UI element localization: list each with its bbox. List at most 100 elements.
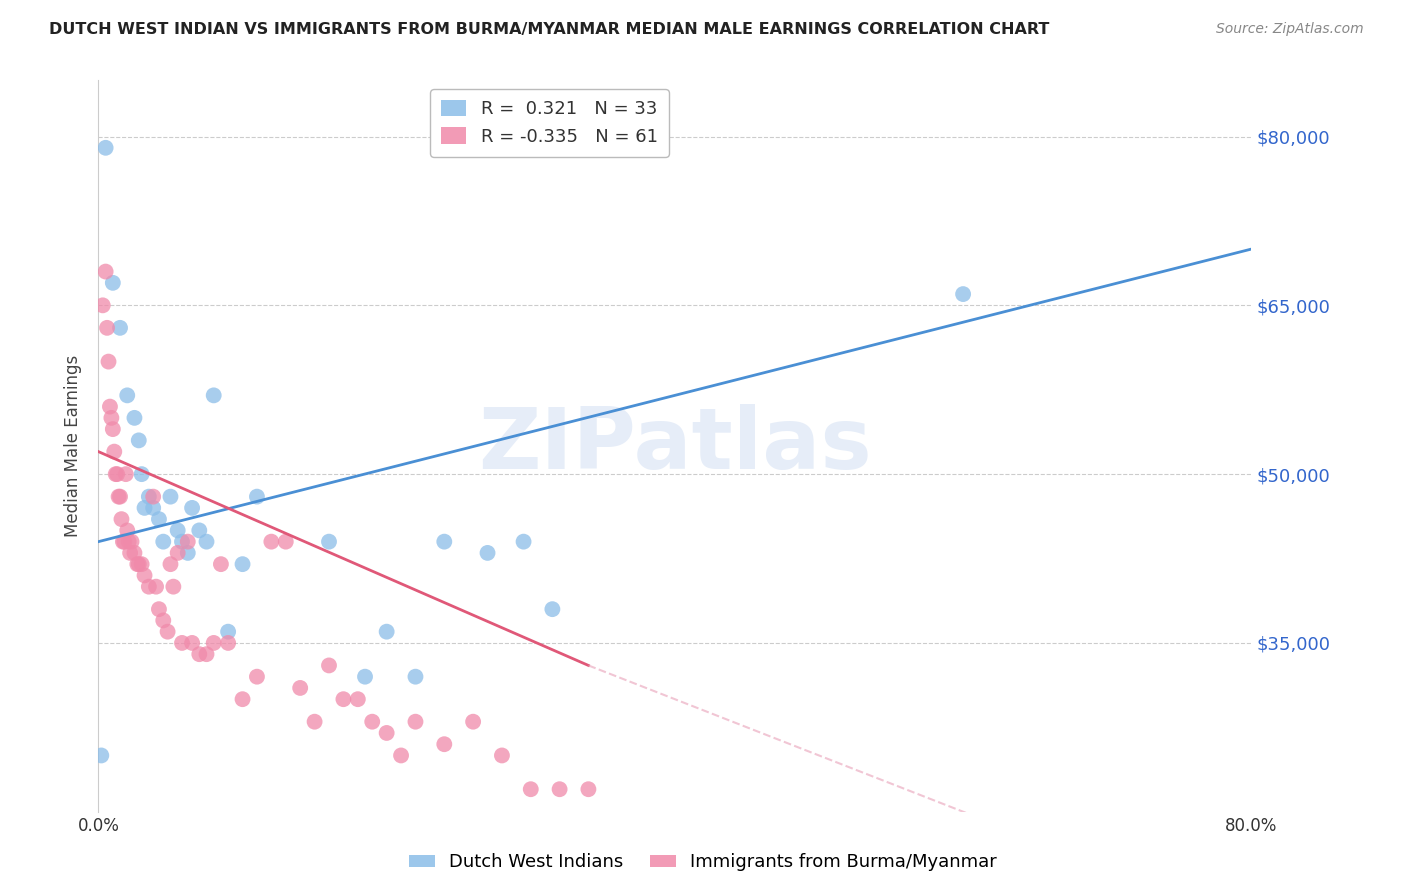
Point xyxy=(127,557,149,571)
Point xyxy=(98,400,121,414)
Point xyxy=(512,534,534,549)
Point xyxy=(952,287,974,301)
Point xyxy=(290,681,312,695)
Point xyxy=(181,636,204,650)
Point xyxy=(104,467,127,482)
Point xyxy=(128,434,150,448)
Point xyxy=(162,580,184,594)
Point xyxy=(108,490,131,504)
Point xyxy=(142,490,165,504)
Point xyxy=(148,602,170,616)
Point xyxy=(405,714,427,729)
Point xyxy=(246,490,269,504)
Point xyxy=(202,388,225,402)
Point xyxy=(181,500,204,515)
Point xyxy=(145,580,167,594)
Point xyxy=(202,636,225,650)
Point xyxy=(361,714,384,729)
Point xyxy=(231,557,254,571)
Point xyxy=(96,321,118,335)
Point xyxy=(346,692,368,706)
Point xyxy=(138,580,160,594)
Point xyxy=(217,624,239,639)
Point xyxy=(156,624,179,639)
Point xyxy=(97,354,120,368)
Legend: R =  0.321   N = 33, R = -0.335   N = 61: R = 0.321 N = 33, R = -0.335 N = 61 xyxy=(430,89,669,156)
Point xyxy=(114,467,136,482)
Text: DUTCH WEST INDIAN VS IMMIGRANTS FROM BURMA/MYANMAR MEDIAN MALE EARNINGS CORRELAT: DUTCH WEST INDIAN VS IMMIGRANTS FROM BUR… xyxy=(49,22,1050,37)
Point xyxy=(152,534,174,549)
Y-axis label: Median Male Earnings: Median Male Earnings xyxy=(65,355,83,537)
Point xyxy=(332,692,354,706)
Legend: Dutch West Indians, Immigrants from Burma/Myanmar: Dutch West Indians, Immigrants from Burm… xyxy=(402,847,1004,879)
Point xyxy=(138,490,160,504)
Point xyxy=(170,636,193,650)
Point xyxy=(124,410,146,425)
Point xyxy=(548,782,571,797)
Point xyxy=(117,388,139,402)
Point xyxy=(375,624,398,639)
Point xyxy=(433,534,456,549)
Point xyxy=(405,670,427,684)
Point xyxy=(131,557,153,571)
Point xyxy=(91,298,114,312)
Point xyxy=(111,534,134,549)
Point xyxy=(375,726,398,740)
Point xyxy=(195,647,218,661)
Text: Source: ZipAtlas.com: Source: ZipAtlas.com xyxy=(1216,22,1364,37)
Point xyxy=(110,512,132,526)
Point xyxy=(121,534,143,549)
Point xyxy=(578,782,600,797)
Point xyxy=(103,444,125,458)
Point xyxy=(318,658,340,673)
Point xyxy=(520,782,543,797)
Point xyxy=(217,636,239,650)
Point xyxy=(304,714,326,729)
Point xyxy=(433,737,456,751)
Point xyxy=(274,534,297,549)
Point xyxy=(541,602,564,616)
Point xyxy=(461,714,484,729)
Point xyxy=(491,748,513,763)
Point xyxy=(94,264,117,278)
Point xyxy=(107,490,129,504)
Point xyxy=(101,276,124,290)
Point xyxy=(209,557,232,571)
Point xyxy=(128,557,150,571)
Point xyxy=(188,647,211,661)
Point xyxy=(124,546,146,560)
Point xyxy=(120,546,142,560)
Point xyxy=(148,512,170,526)
Point xyxy=(152,614,174,628)
Point xyxy=(389,748,412,763)
Point xyxy=(159,557,181,571)
Point xyxy=(318,534,340,549)
Point xyxy=(117,524,139,538)
Point xyxy=(177,546,200,560)
Point xyxy=(195,534,218,549)
Point xyxy=(231,692,254,706)
Point xyxy=(108,321,131,335)
Point xyxy=(105,467,128,482)
Point xyxy=(101,422,124,436)
Point xyxy=(131,467,153,482)
Point xyxy=(246,670,269,684)
Point xyxy=(166,524,188,538)
Point xyxy=(90,748,112,763)
Point xyxy=(177,534,200,549)
Point xyxy=(134,500,156,515)
Point xyxy=(142,500,165,515)
Point xyxy=(100,410,122,425)
Point xyxy=(354,670,377,684)
Text: ZIPatlas: ZIPatlas xyxy=(478,404,872,488)
Point xyxy=(159,490,181,504)
Point xyxy=(170,534,193,549)
Point xyxy=(260,534,283,549)
Point xyxy=(112,534,135,549)
Point xyxy=(477,546,499,560)
Point xyxy=(118,534,141,549)
Point xyxy=(188,524,211,538)
Point xyxy=(94,141,117,155)
Point xyxy=(134,568,156,582)
Point xyxy=(166,546,188,560)
